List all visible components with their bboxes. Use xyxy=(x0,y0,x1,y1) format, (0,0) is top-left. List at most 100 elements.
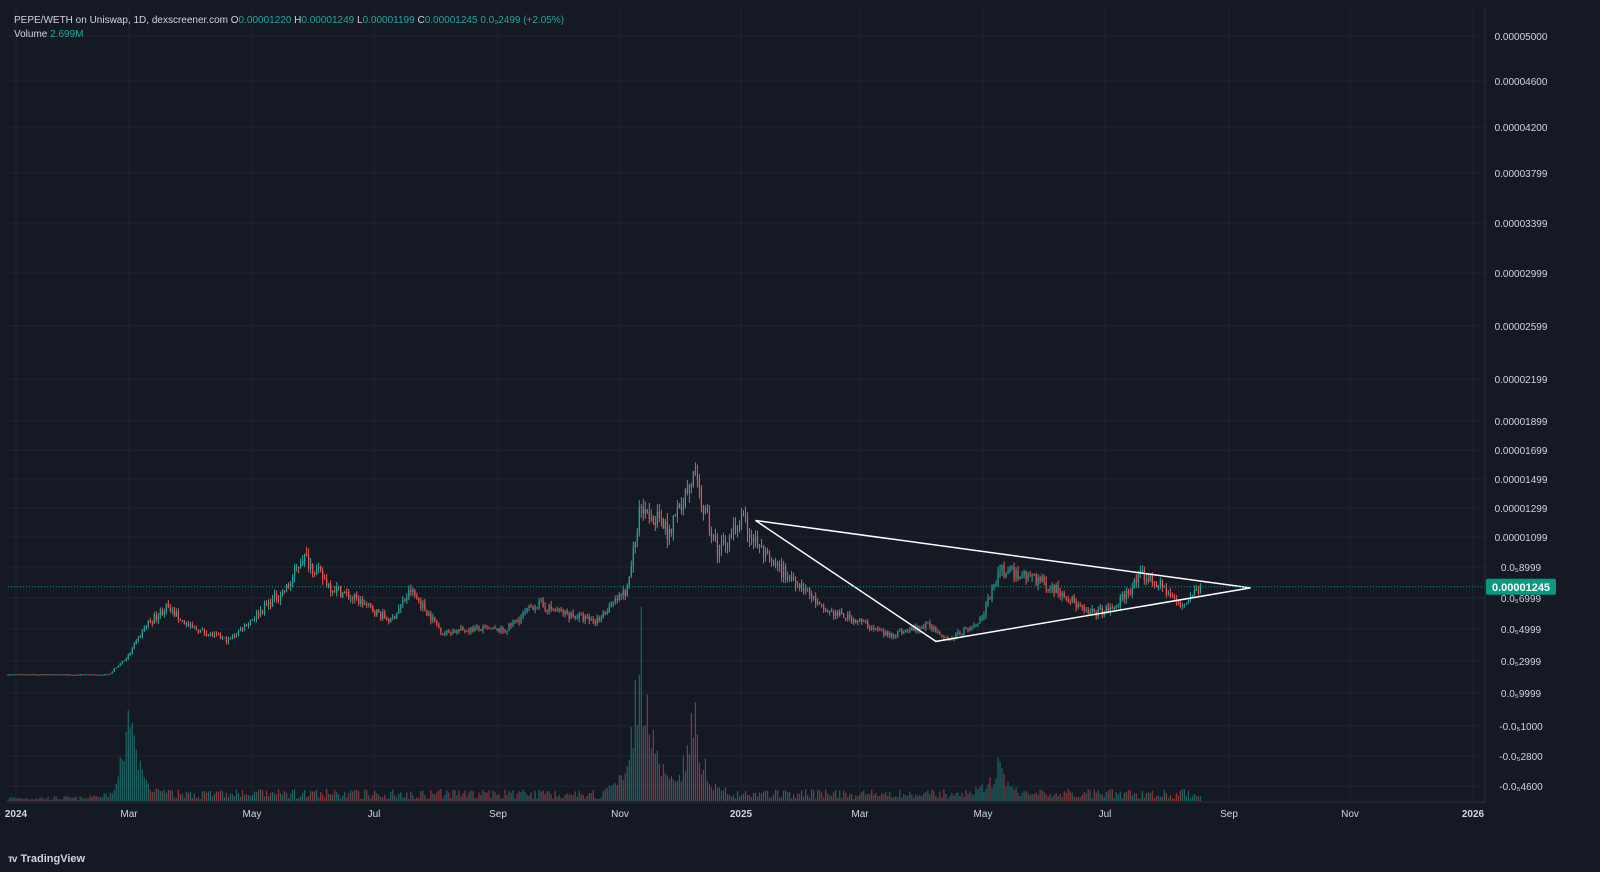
x-tick-label: 2025 xyxy=(730,809,753,820)
volume-bar xyxy=(1165,793,1167,801)
candle-body xyxy=(65,674,67,676)
volume-bar xyxy=(698,762,701,801)
candle-body xyxy=(570,613,572,619)
volume-bar xyxy=(279,793,282,801)
drawings[interactable] xyxy=(755,519,1251,643)
volume-bar xyxy=(430,790,432,801)
candle-body xyxy=(390,617,392,623)
volume-bar xyxy=(322,794,324,801)
volume-bar xyxy=(997,757,999,801)
candle-body xyxy=(578,614,580,619)
candle-body xyxy=(15,674,17,676)
volume-bar xyxy=(915,794,917,801)
candle-body xyxy=(718,548,721,557)
volume-bar xyxy=(308,796,310,801)
candle-body xyxy=(750,537,753,539)
volume-bar xyxy=(484,792,486,801)
candle-body xyxy=(1015,570,1017,579)
volume-bar xyxy=(227,796,230,801)
candle-body xyxy=(999,571,1001,573)
volume-bar xyxy=(334,789,336,801)
volume-bar xyxy=(686,745,688,801)
volume-bar xyxy=(638,674,640,801)
volume-bar xyxy=(556,796,558,801)
volume-bar xyxy=(123,761,125,801)
candle-body xyxy=(941,634,943,637)
candle-body xyxy=(530,605,532,608)
candle-body xyxy=(628,576,630,587)
candle-body xyxy=(632,547,634,566)
tradingview-logo[interactable]: ᴛᴠ TradingView xyxy=(8,853,85,865)
y-tick-label: 0.00003399 xyxy=(1495,219,1548,230)
candle-body xyxy=(1145,578,1147,581)
volume-bar xyxy=(69,797,71,801)
candle-body xyxy=(1099,607,1101,610)
volume-bar xyxy=(891,797,893,801)
candle-body xyxy=(676,507,678,517)
volume-bar xyxy=(985,788,987,801)
candle-body xyxy=(119,663,121,667)
volume-bar xyxy=(37,799,39,801)
candle-body xyxy=(33,674,35,676)
volume-bar xyxy=(756,796,759,801)
volume-bar xyxy=(199,798,201,801)
volume-bar xyxy=(768,797,771,801)
volume-bar xyxy=(1117,794,1119,801)
candle-body xyxy=(472,627,474,632)
candle-body xyxy=(600,618,602,621)
candle-body xyxy=(819,601,821,605)
candle-body xyxy=(965,627,967,629)
volume-bar xyxy=(1083,792,1085,801)
candle-body xyxy=(217,634,220,636)
candle-body xyxy=(861,619,863,622)
candle-body xyxy=(606,612,608,614)
candle-body xyxy=(807,587,809,589)
volume-bar xyxy=(91,797,93,801)
candle-body xyxy=(269,602,272,607)
volume-bar xyxy=(47,796,49,801)
volume-bar xyxy=(784,790,787,801)
candle-body xyxy=(213,633,216,637)
volume-bar xyxy=(145,779,147,801)
candle-body xyxy=(470,627,472,633)
time-axis[interactable]: 2024 Mar May Jul Sep Nov 2025 Mar May Jul Sep Nov 20… xyxy=(5,801,1485,820)
candle-body xyxy=(1197,589,1200,594)
candle-body xyxy=(424,602,426,610)
volume-bar xyxy=(865,794,867,801)
volume-bar xyxy=(1107,790,1109,801)
candle-body xyxy=(482,626,484,631)
candle-body xyxy=(993,584,995,587)
volume-bar xyxy=(600,797,602,801)
volume-bar xyxy=(702,769,705,801)
candle-body xyxy=(1101,607,1103,615)
volume-bar xyxy=(1169,795,1171,801)
candle-body xyxy=(662,518,664,529)
volume-bar xyxy=(1183,789,1186,801)
legend-volume-label[interactable]: Volume xyxy=(14,29,48,40)
candle-body xyxy=(1059,592,1061,596)
candle-body xyxy=(179,619,181,621)
candle-body xyxy=(87,674,89,676)
candle-body xyxy=(115,667,117,669)
volume-bar xyxy=(109,792,111,801)
candle-body xyxy=(554,609,556,611)
legend-symbol[interactable]: PEPE/WETH on Uniswap, 1D, dexscreener.co… xyxy=(14,15,228,26)
volume-bar xyxy=(606,787,608,801)
volume-bar xyxy=(89,795,91,801)
volume-bar xyxy=(953,795,955,801)
y-tick-label: 0.00001699 xyxy=(1495,446,1548,457)
candle-body xyxy=(360,599,362,604)
volume-bar xyxy=(41,797,43,801)
price-axis[interactable]: 0.00005000 0.00004600 0.00004200 0.00003799… xyxy=(1484,8,1556,802)
volume-bar xyxy=(817,789,819,801)
candle-body xyxy=(41,674,43,676)
candle-body xyxy=(1027,575,1029,580)
candle-body xyxy=(678,503,680,508)
candle-body xyxy=(1053,585,1055,594)
volume-bar xyxy=(530,792,532,801)
candle-body xyxy=(1119,596,1121,606)
candle-body xyxy=(304,553,306,561)
candle-body xyxy=(502,627,504,631)
